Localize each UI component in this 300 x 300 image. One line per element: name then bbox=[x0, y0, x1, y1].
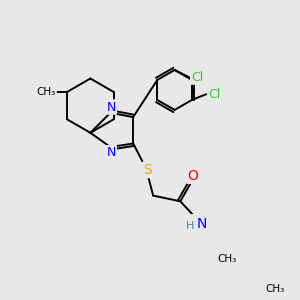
Text: N: N bbox=[196, 217, 207, 231]
Text: H: H bbox=[186, 221, 194, 231]
Text: CH₃: CH₃ bbox=[218, 254, 237, 264]
Text: S: S bbox=[143, 163, 152, 177]
Text: O: O bbox=[188, 169, 199, 183]
Text: N: N bbox=[106, 146, 116, 159]
Text: Cl: Cl bbox=[208, 88, 221, 101]
Text: CH₃: CH₃ bbox=[265, 284, 284, 294]
Text: Cl: Cl bbox=[191, 70, 204, 84]
Text: CH₃: CH₃ bbox=[37, 87, 56, 97]
Text: N: N bbox=[106, 100, 116, 114]
